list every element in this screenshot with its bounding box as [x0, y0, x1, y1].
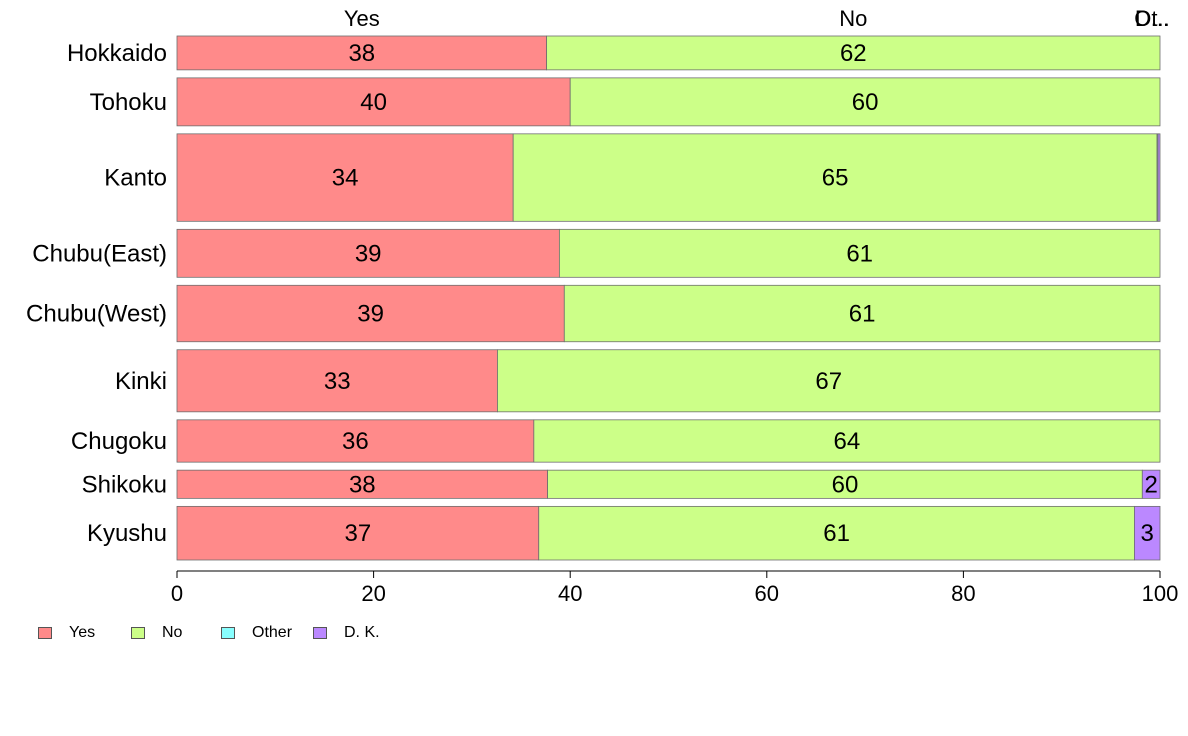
- bar-segment: [176, 284, 565, 343]
- data-label: 38: [348, 40, 375, 67]
- legend-label: D. K.: [344, 624, 380, 641]
- top-series-label: Ot..: [1134, 6, 1169, 31]
- x-tick-label: 100: [1142, 581, 1179, 606]
- data-label: 67: [815, 368, 842, 395]
- x-tick-label: 20: [361, 581, 385, 606]
- bar-segment: [512, 133, 1158, 222]
- data-label: 64: [834, 428, 861, 455]
- top-labels-group: Yes No Ot..D...: [344, 6, 1170, 31]
- data-label: 60: [852, 89, 879, 116]
- data-label: 34: [332, 165, 359, 192]
- legend-label: Other: [252, 624, 293, 641]
- category-label: Chubu(West): [26, 301, 167, 328]
- data-label: 39: [355, 240, 382, 267]
- data-label: 39: [357, 301, 384, 328]
- category-label: Kinki: [115, 368, 167, 395]
- bar-segment: [176, 349, 498, 413]
- category-label: Chugoku: [71, 428, 167, 455]
- bar-segment: [1134, 505, 1161, 561]
- bar-segment: [563, 284, 1161, 343]
- x-tick-label: 0: [171, 581, 183, 606]
- bar-segment: [176, 133, 514, 222]
- bar-segment: [569, 77, 1161, 127]
- bar-segment: [176, 505, 540, 561]
- legend-label: Yes: [69, 624, 96, 641]
- bar-segment: [533, 419, 1161, 463]
- data-label: 36: [342, 428, 369, 455]
- top-series-label: Yes: [344, 6, 380, 31]
- legend-label: No: [162, 624, 183, 641]
- legend-swatch: [131, 627, 145, 639]
- bar-segment: [497, 349, 1161, 413]
- data-label: 40: [360, 89, 387, 116]
- data-label: 2: [1144, 471, 1157, 498]
- bar-segment: [1141, 469, 1161, 499]
- x-tick-label: 40: [558, 581, 582, 606]
- data-label: 3: [1141, 520, 1154, 547]
- data-label: 37: [345, 520, 372, 547]
- category-label: Tohoku: [90, 89, 167, 116]
- x-tick-label: 60: [755, 581, 779, 606]
- category-label: Chubu(East): [32, 240, 167, 267]
- bar-segment: [1157, 133, 1161, 222]
- bar-segment: [176, 77, 571, 127]
- data-label: 61: [846, 240, 873, 267]
- bar-segment: [547, 469, 1143, 499]
- bars-group: 38 62 40 60 34 65 39 61 39 61 33 67 36 64 38 60 2 37 61 3: [176, 35, 1161, 561]
- legend-swatch: [221, 627, 235, 639]
- category-label: Kanto: [104, 165, 167, 192]
- bar-segment: [176, 228, 560, 278]
- data-label: 62: [840, 40, 867, 67]
- top-series-label: No: [839, 6, 867, 31]
- category-labels-group: Hokkaido Tohoku Kanto Chubu(East) Chubu(West…: [26, 40, 167, 547]
- category-label: Hokkaido: [67, 40, 167, 67]
- category-label: Kyushu: [87, 520, 167, 547]
- legend-swatch: [38, 627, 52, 639]
- data-label: 65: [822, 165, 849, 192]
- legend-swatch: [313, 627, 327, 639]
- data-label: 33: [324, 368, 351, 395]
- bar-segment: [558, 228, 1161, 278]
- data-label: 38: [349, 471, 376, 498]
- category-label: Shikoku: [82, 471, 167, 498]
- data-label: 60: [832, 471, 859, 498]
- x-axis: 0 20 40 60 80 100: [171, 570, 1179, 606]
- data-label: 61: [823, 520, 850, 547]
- data-label: 61: [849, 301, 876, 328]
- bar-segment: [176, 35, 548, 71]
- x-tick-label: 80: [951, 581, 975, 606]
- bar-segment: [538, 505, 1135, 561]
- top-series-label: D...: [1135, 6, 1169, 31]
- bar-segment: [546, 35, 1161, 71]
